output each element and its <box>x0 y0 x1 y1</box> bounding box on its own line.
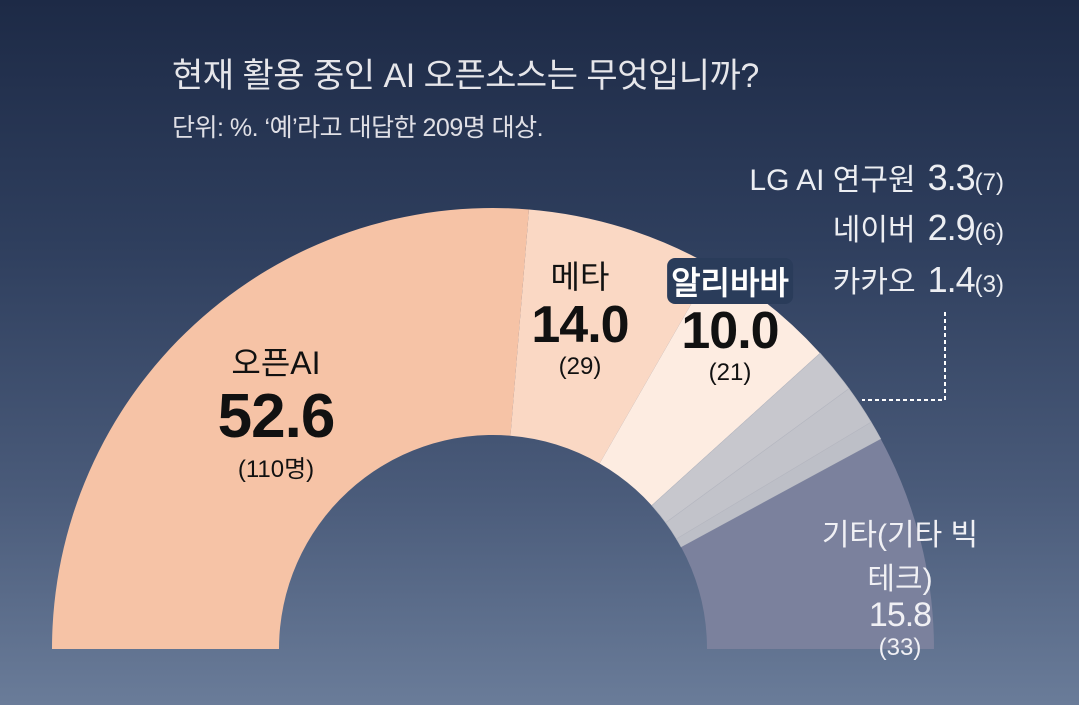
legend-item-lg: LG AI 연구원 3.3 (7) <box>749 155 1004 199</box>
slice-name: 메타 <box>550 259 610 295</box>
slice-0 <box>52 208 529 649</box>
slice-label-alibaba: 알리바바 10.0 (21) <box>667 258 793 387</box>
legend-name: 네이버 <box>832 214 916 247</box>
legend-name: 카카오 <box>832 266 916 299</box>
slice-1 <box>510 209 713 464</box>
slice-value: 15.8 <box>868 596 932 634</box>
slice-2 <box>599 266 821 506</box>
slice-count: (21) <box>708 358 752 386</box>
slice-value: 10.0 <box>681 302 779 360</box>
legend-count: (7) <box>974 169 1004 196</box>
slice-6 <box>681 438 934 649</box>
slice-label-meta: 메타 14.0 (29) <box>531 252 629 381</box>
chart-subtitle: 단위: %. ‘예’라고 대답한 209명 대상. <box>172 114 544 142</box>
slice-count: (110명) <box>237 456 315 484</box>
legend-name: LG AI 연구원 <box>749 164 916 197</box>
slice-count: (33) <box>878 633 922 661</box>
legend-count: (6) <box>974 219 1004 246</box>
slice-value: 14.0 <box>531 296 629 354</box>
legend-count: (3) <box>974 271 1004 298</box>
slice-label-openai: 오픈AI 52.6 (110명) <box>217 338 336 484</box>
slice-name: 오픈AI <box>231 345 321 381</box>
legend-item-naver: 네이버 2.9 (6) <box>833 205 1004 249</box>
leader-line <box>862 312 946 401</box>
legend-value: 2.9 <box>927 207 976 248</box>
slice-label-etc: 기타(기타 빅테크) 15.8 (33) <box>811 510 990 662</box>
slice-value: 52.6 <box>217 382 336 451</box>
chart-title: 현재 활용 중인 AI 오픈소스는 무엇입니까? <box>172 57 759 95</box>
slice-count: (29) <box>558 352 602 380</box>
slice-name: 알리바바 <box>667 258 793 304</box>
legend-item-kakao: 카카오 1.4 (3) <box>833 257 1004 301</box>
slice-name: 기타(기타 빅테크) <box>821 519 979 596</box>
legend-value: 1.4 <box>927 259 976 300</box>
legend-value: 3.3 <box>927 157 976 198</box>
